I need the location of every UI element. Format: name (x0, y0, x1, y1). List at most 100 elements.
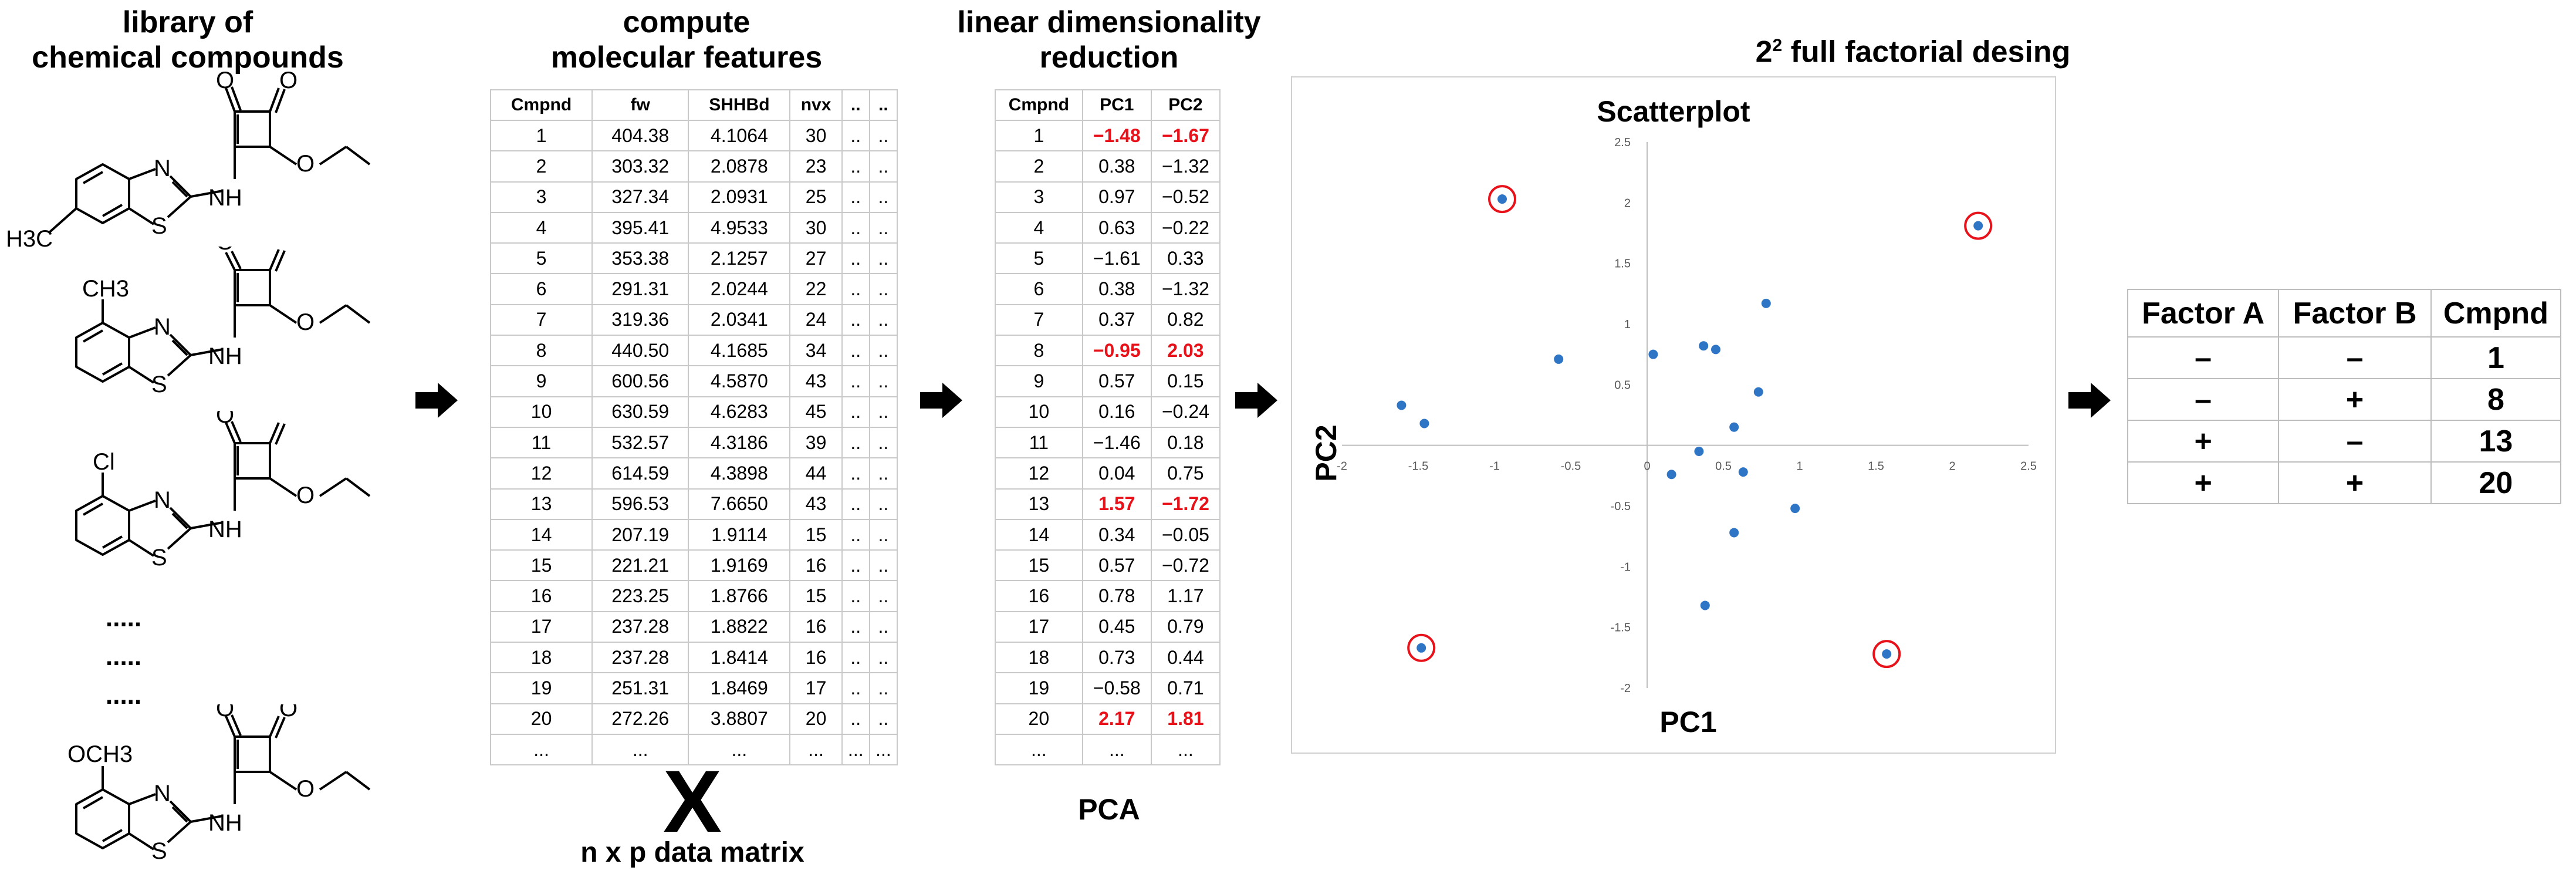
table-cell: 4 (995, 211, 1083, 244)
table-cell: 24 (789, 303, 843, 336)
atom-s-label: S (151, 213, 167, 239)
table-row: 4 0.63 −0.22 (995, 211, 1221, 244)
factorial-column-header: Factor A (2127, 289, 2280, 338)
table-cell: 303.32 (591, 150, 689, 183)
table-cell: 1.17 (1150, 580, 1221, 612)
table-row: 10 0.16 −0.24 (995, 396, 1221, 428)
table-row: 8 440.50 4.1685 34.... (489, 335, 898, 367)
ellipsis-line: ..... (106, 642, 142, 671)
table-cell: .. (841, 426, 870, 459)
data-point (1666, 470, 1676, 480)
table-cell: 30 (789, 119, 843, 152)
table-cell: + (2278, 461, 2432, 504)
table-cell: 614.59 (591, 457, 689, 490)
table-cell: – (2127, 378, 2280, 421)
table-cell: 0.57 (1081, 549, 1152, 582)
table-cell: .. (868, 703, 898, 735)
table-cell: 0.37 (1081, 303, 1152, 336)
atom-o-label: O (216, 411, 234, 428)
table-cell: .. (868, 119, 898, 152)
table-row: .................. (489, 733, 898, 766)
table-cell: 0.16 (1081, 396, 1152, 428)
highlight-ring (1872, 640, 1901, 669)
y-tick-label: 2 (1624, 197, 1631, 210)
table-cell: .. (841, 396, 870, 428)
table-cell: 2.1257 (688, 242, 791, 275)
atom-s-label: S (151, 545, 167, 571)
table-cell: ... (841, 733, 870, 766)
x-tick-label: -0.5 (1561, 460, 1581, 473)
factorial-column-header: Factor B (2278, 289, 2432, 338)
table-cell: ... (1150, 733, 1221, 766)
table-cell: .. (841, 457, 870, 490)
table-cell: 2.0244 (688, 273, 791, 305)
data-point (1753, 387, 1763, 397)
table-cell: 4.9533 (688, 211, 791, 244)
table-cell: −0.72 (1150, 549, 1221, 582)
table-cell: .. (841, 672, 870, 704)
table-cell: .. (868, 303, 898, 336)
table-cell: 0.18 (1150, 426, 1221, 459)
x-tick-label: 0.5 (1715, 460, 1732, 473)
table-cell: 10 (489, 396, 593, 428)
table-cell: 291.31 (591, 273, 689, 305)
table-cell: 18 (489, 642, 593, 674)
table-cell: 4.1064 (688, 119, 791, 152)
table-row: 15 221.21 1.9169 16.... (489, 549, 898, 582)
table-cell: 2 (995, 150, 1083, 183)
atom-o-label: O (279, 70, 298, 93)
features-column-header: nvx (789, 89, 843, 121)
data-point (1711, 345, 1720, 355)
table-row: 13 1.57 −1.72 (995, 488, 1221, 520)
table-cell: .. (841, 610, 870, 643)
ellipsis-line: ..... (106, 681, 142, 710)
table-cell: 4.3898 (688, 457, 791, 490)
table-cell: .. (868, 426, 898, 459)
table-cell: 7 (995, 303, 1083, 336)
table-row: 20 2.17 1.81 (995, 703, 1221, 735)
data-point (1973, 221, 1983, 231)
table-row: 20 272.26 3.8807 20.... (489, 703, 898, 735)
table-cell: 0.97 (1081, 181, 1152, 213)
table-cell: 8 (489, 335, 593, 367)
table-cell: 25 (789, 181, 843, 213)
table-cell: 7 (489, 303, 593, 336)
table-row: 16 223.25 1.8766 15.... (489, 580, 898, 612)
table-cell: 0.71 (1150, 672, 1221, 704)
table-cell: 17 (489, 610, 593, 643)
table-row: 10 630.59 4.6283 45.... (489, 396, 898, 428)
table-cell: 4.6283 (688, 396, 791, 428)
table-cell: 440.50 (591, 335, 689, 367)
pca-heading-line2: reduction (1039, 41, 1179, 75)
table-row: 8 −0.95 2.03 (995, 335, 1221, 367)
table-cell: .. (841, 488, 870, 520)
y-tick-label: -2 (1620, 682, 1631, 695)
factorial-column-header: Cmpnd (2430, 289, 2562, 338)
table-cell: 15 (789, 580, 843, 612)
table-cell: .. (868, 580, 898, 612)
table-cell: .. (868, 335, 898, 367)
y-tick-label: 1.5 (1614, 258, 1631, 271)
table-cell: −0.58 (1081, 672, 1152, 704)
data-point (1729, 422, 1739, 432)
table-cell: .. (868, 150, 898, 183)
factorial-table: Factor A Factor B Cmpnd – –1– +8 + –13 + +20 (2127, 289, 2562, 504)
atom-o-label: O (296, 483, 315, 508)
table-cell: 600.56 (591, 365, 689, 397)
table-cell: – (2278, 336, 2432, 379)
table-cell: 6 (489, 273, 593, 305)
table-row: 5 353.38 2.1257 27.... (489, 242, 898, 275)
table-cell: −1.32 (1150, 150, 1221, 183)
table-cell: .. (841, 273, 870, 305)
table-cell: .. (841, 150, 870, 183)
table-row: 4 395.41 4.9533 30.... (489, 211, 898, 244)
table-cell: 45 (789, 396, 843, 428)
table-cell: 353.38 (591, 242, 689, 275)
table-cell: 4.5870 (688, 365, 791, 397)
y-tick-label: 0.5 (1614, 379, 1631, 392)
table-cell: 0.45 (1081, 610, 1152, 643)
table-cell: .. (868, 242, 898, 275)
table-cell: −1.61 (1081, 242, 1152, 275)
table-cell: .. (868, 211, 898, 244)
table-cell: 630.59 (591, 396, 689, 428)
